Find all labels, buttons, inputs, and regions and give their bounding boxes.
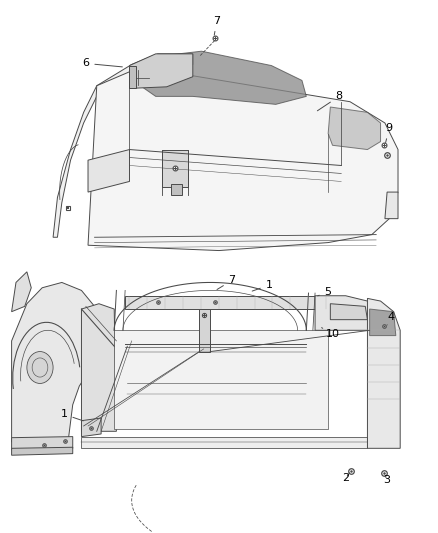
- Text: 7: 7: [213, 16, 220, 35]
- Text: 3: 3: [384, 475, 391, 485]
- Text: 1: 1: [252, 280, 273, 291]
- Polygon shape: [81, 418, 101, 437]
- Polygon shape: [130, 54, 193, 88]
- Text: 10: 10: [321, 328, 339, 339]
- Polygon shape: [12, 282, 99, 442]
- Text: 2: 2: [342, 473, 350, 483]
- Polygon shape: [12, 447, 73, 455]
- Polygon shape: [370, 309, 396, 336]
- Polygon shape: [81, 304, 117, 431]
- Text: 1: 1: [60, 409, 83, 421]
- Polygon shape: [315, 296, 372, 330]
- Polygon shape: [328, 107, 381, 150]
- Polygon shape: [171, 184, 182, 195]
- Text: 8: 8: [318, 91, 343, 111]
- Text: 9: 9: [385, 123, 393, 143]
- Polygon shape: [114, 330, 328, 429]
- Polygon shape: [141, 51, 306, 104]
- Text: 7: 7: [217, 276, 236, 289]
- Text: 6: 6: [82, 59, 122, 68]
- Text: 4: 4: [387, 312, 395, 325]
- Polygon shape: [81, 437, 367, 448]
- Polygon shape: [88, 150, 130, 192]
- Polygon shape: [367, 298, 400, 448]
- Polygon shape: [12, 272, 31, 312]
- Text: 5: 5: [318, 287, 332, 297]
- Polygon shape: [12, 437, 73, 450]
- Circle shape: [27, 352, 53, 383]
- Polygon shape: [125, 296, 330, 309]
- Polygon shape: [130, 66, 136, 88]
- Polygon shape: [385, 192, 398, 219]
- Polygon shape: [330, 304, 367, 320]
- Polygon shape: [162, 150, 188, 187]
- Polygon shape: [199, 309, 210, 352]
- Polygon shape: [53, 54, 193, 237]
- Polygon shape: [88, 67, 398, 251]
